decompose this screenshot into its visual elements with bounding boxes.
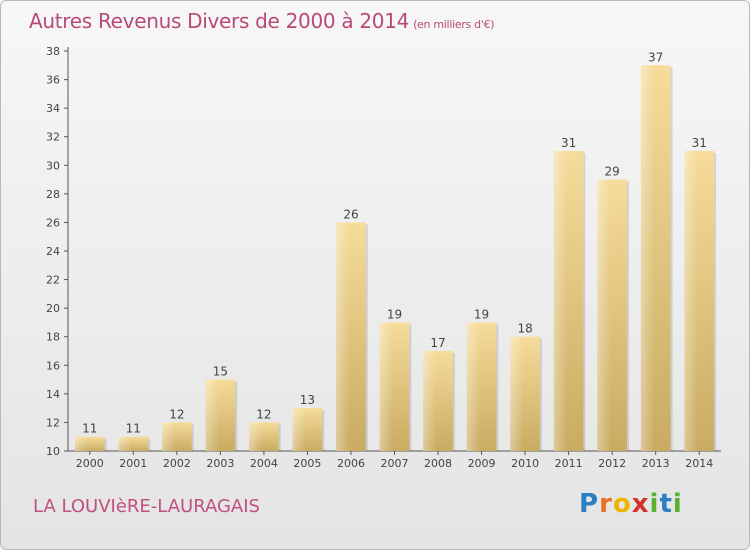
chart-title-unit: (en milliers d'€): [413, 18, 495, 31]
y-tick-label: 34: [46, 102, 60, 115]
bar-highlight: [74, 436, 89, 451]
bar-value-label: 26: [343, 207, 358, 221]
bar-highlight: [466, 322, 481, 451]
y-tick-label: 36: [46, 74, 60, 87]
y-tick-label: 16: [46, 359, 60, 372]
bar-value-label: 15: [213, 365, 228, 379]
chart-axes: 10 12 14 16 18 20 22 24 26 28 30 32 34 36 38 2000 2001 20…: [46, 45, 721, 470]
x-tick-label: 2012: [598, 457, 626, 470]
x-tick-label: 2000: [76, 457, 104, 470]
chart-title: Autres Revenus Divers de 2000 à 2014 (en …: [29, 9, 495, 33]
y-tick-label: 32: [46, 131, 60, 144]
bar-highlight: [162, 422, 176, 451]
y-tick-label: 24: [46, 245, 60, 258]
chart-title-text: Autres Revenus Divers de 2000 à 2014: [29, 9, 410, 33]
bar-value-label: 19: [387, 307, 402, 321]
x-tick-label: 2010: [511, 457, 539, 470]
bar-highlight: [118, 436, 132, 451]
x-tick-label: 2014: [685, 457, 713, 470]
x-tick-label: 2011: [555, 457, 583, 470]
x-tick-label: 2009: [468, 457, 496, 470]
bar-value-label: 12: [256, 407, 271, 421]
logo-letter: i: [649, 489, 660, 519]
bar-highlight: [249, 422, 263, 451]
chart-value-labels: 11 11 12 15 12 13 26 19 17 19 18 31 29 37 31: [82, 50, 707, 435]
bar-highlight: [684, 151, 698, 451]
bar-highlight: [379, 322, 394, 451]
bar-highlight: [510, 336, 524, 451]
bar-value-label: 13: [300, 393, 315, 407]
bar-chart: 10 12 14 16 18 20 22 24 26 28 30 32 34 36 38 2000 2001 20…: [46, 45, 721, 470]
bar-highlight: [597, 179, 611, 452]
y-tick-label: 18: [46, 331, 60, 344]
x-tick-label: 2005: [293, 457, 321, 470]
y-tick-label: 28: [46, 188, 60, 201]
x-tick-label: 2008: [424, 457, 452, 470]
logo-letter: P: [579, 489, 600, 519]
commune-name: LA LOUVIèRE-LAURAGAIS: [33, 496, 260, 517]
logo-letter: o: [612, 489, 632, 519]
bar-value-label: 12: [169, 407, 184, 421]
bar-value-label: 19: [474, 307, 489, 321]
bar-value-label: 37: [648, 50, 663, 64]
y-tick-label: 30: [46, 159, 60, 172]
logo-letter: i: [672, 489, 683, 519]
bar-value-label: 17: [430, 336, 445, 350]
y-tick-label: 14: [46, 388, 60, 401]
bar-value-label: 29: [605, 165, 620, 179]
y-tick-label: 10: [46, 445, 60, 458]
bar-highlight: [336, 222, 350, 451]
bar-highlight: [640, 65, 655, 452]
y-tick-label: 26: [46, 216, 60, 229]
bar-value-label: 11: [82, 422, 97, 436]
x-tick-label: 2001: [119, 457, 147, 470]
bar-highlight: [423, 351, 437, 451]
x-tick-label: 2007: [381, 457, 409, 470]
bar-value-label: 18: [517, 322, 532, 336]
logo-letter: r: [599, 489, 613, 519]
bar-value-label: 31: [692, 136, 707, 150]
bar-highlight: [205, 379, 219, 451]
x-tick-label: 2006: [337, 457, 365, 470]
proxiti-logo: Proxiti: [579, 489, 683, 519]
logo-letter: x: [631, 489, 650, 519]
y-tick-label: 38: [46, 45, 60, 58]
logo-letter: t: [659, 489, 673, 519]
bar-value-label: 11: [126, 422, 141, 436]
y-tick-label: 20: [46, 302, 60, 315]
bar-highlight: [292, 408, 306, 451]
x-tick-label: 2002: [163, 457, 191, 470]
x-tick-label: 2004: [250, 457, 278, 470]
y-tick-label: 12: [46, 416, 60, 429]
chart-bars: [74, 65, 717, 452]
x-tick-label: 2003: [206, 457, 234, 470]
bar-value-label: 31: [561, 136, 576, 150]
bar-highlight: [553, 151, 568, 451]
x-tick-label: 2013: [642, 457, 670, 470]
y-tick-label: 22: [46, 274, 60, 287]
